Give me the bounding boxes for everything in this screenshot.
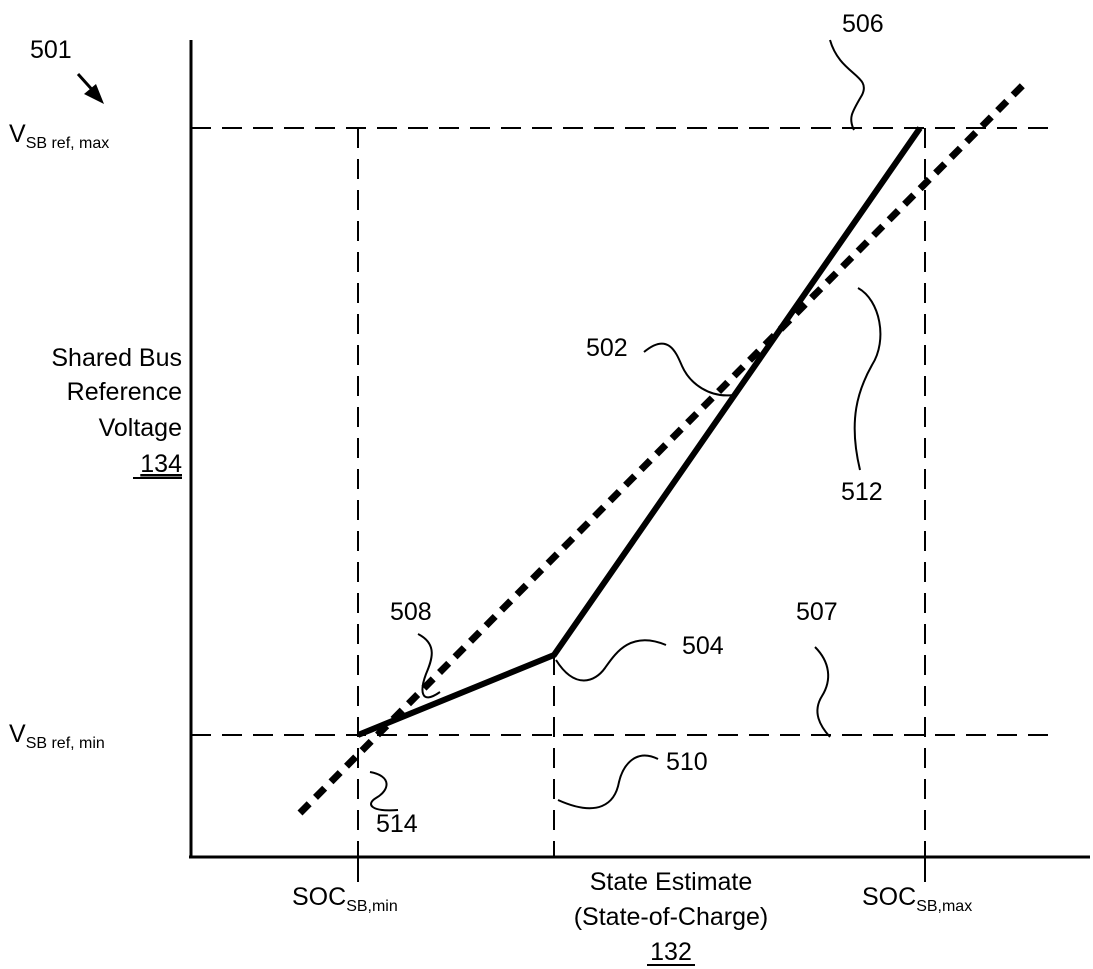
dotted-curve-512 xyxy=(297,79,1029,816)
y-axis-label-line-2: Reference xyxy=(67,378,182,406)
x-axis-label-line-2: (State-of-Charge) xyxy=(574,903,769,931)
leader-507 xyxy=(814,646,831,738)
figure-ref-arrowhead xyxy=(84,84,104,104)
solid-curve-502-508 xyxy=(356,126,923,738)
x-axis-label-line-1: State Estimate xyxy=(590,868,753,896)
callout-508: 508 xyxy=(390,598,432,626)
callout-502: 502 xyxy=(586,334,628,362)
v-min-label: VSB ref, min xyxy=(9,720,105,752)
callout-506: 506 xyxy=(842,10,884,38)
callout-512: 512 xyxy=(841,478,883,506)
callout-504: 504 xyxy=(682,632,724,660)
soc-max-label: SOCSB,max xyxy=(862,883,972,915)
leader-508 xyxy=(417,633,441,699)
callout-510: 510 xyxy=(666,748,708,776)
leader-502 xyxy=(643,342,734,397)
x-axis-label-ref: 132 xyxy=(650,938,692,966)
y-axis-label-line-3: Voltage xyxy=(99,414,182,442)
callout-514: 514 xyxy=(376,810,418,838)
leader-514 xyxy=(369,771,399,812)
figure-ref-label: 501 xyxy=(30,36,72,64)
y-axis-label-line-1: Shared Bus xyxy=(51,344,182,372)
soc-min-label: SOCSB,min xyxy=(292,883,398,915)
v-max-label: VSB ref, max xyxy=(9,120,109,152)
leader-506 xyxy=(829,39,865,131)
y-axis-label-ref: 134 xyxy=(140,450,182,478)
callout-507: 507 xyxy=(796,598,838,626)
leader-504 xyxy=(555,639,667,682)
leader-510 xyxy=(557,754,659,810)
leader-512 xyxy=(853,287,882,471)
